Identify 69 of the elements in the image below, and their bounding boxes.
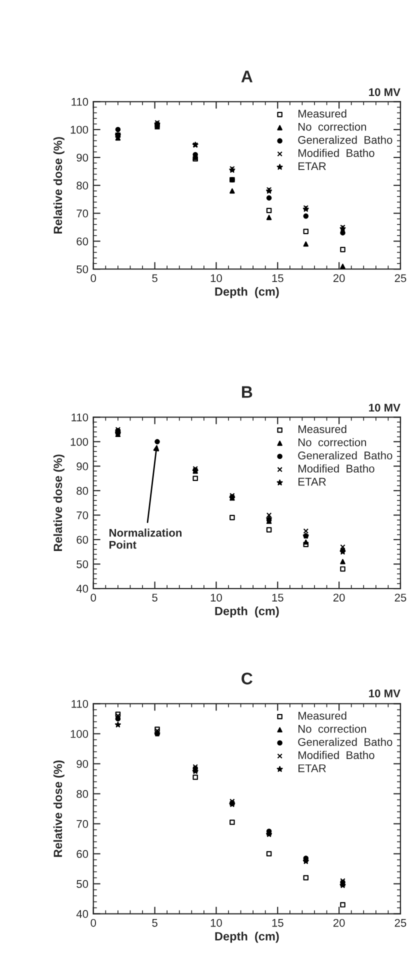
y-axis-title: Relative dose (%): [53, 137, 64, 234]
text: 10 MV: [369, 689, 400, 698]
legend-label: Generalized Batho: [298, 738, 392, 746]
x-axis-title: Depth (cm): [215, 287, 279, 298]
y-axis-title: Relative dose (%): [53, 454, 64, 551]
y-tick-label: 40: [76, 910, 88, 918]
x-tick-label: 0: [90, 594, 96, 602]
y-tick-label: 110: [72, 413, 88, 422]
x-tick-label: 20: [333, 594, 345, 602]
x-tick-label: 0: [90, 918, 96, 927]
x-tick-label: 0: [90, 274, 96, 282]
x-tick-label: 20: [333, 274, 345, 282]
y-tick-label: 90: [76, 154, 88, 162]
x-tick-label: 15: [272, 594, 284, 602]
x-tick-label: 25: [394, 594, 406, 602]
legend-label: No correction: [298, 122, 366, 131]
x-axis-title: Depth (cm): [215, 606, 279, 618]
y-tick-label: 50: [76, 560, 88, 568]
x-tick-label: 10: [210, 918, 222, 927]
y-tick-label: 60: [76, 850, 88, 858]
legend-label: Modified Batho: [298, 464, 374, 473]
chart-title: C: [242, 672, 252, 684]
x-tick-label: 25: [394, 274, 406, 282]
x-tick-label: 25: [394, 918, 406, 927]
y-axis-title: Relative dose (%): [53, 760, 64, 857]
legend-label: Generalized Batho: [298, 136, 392, 144]
y-tick-label: 80: [76, 486, 88, 495]
chart-title: B: [242, 386, 252, 398]
x-tick-label: 5: [152, 274, 158, 282]
x-axis-title: Depth (cm): [215, 932, 279, 943]
x-tick-label: 5: [152, 919, 158, 927]
y-tick-label: 90: [76, 462, 88, 470]
legend-label: No correction: [298, 438, 366, 446]
x-tick-label: 10: [210, 594, 222, 602]
legend-label: ETAR: [298, 162, 326, 170]
y-tick-label: 80: [76, 790, 88, 798]
x-tick-label: 20: [333, 918, 345, 927]
text: 10 MV: [369, 88, 400, 96]
legend-label: Modified Batho: [298, 148, 374, 157]
legend-label: Measured: [298, 712, 346, 720]
x-tick-label: 15: [272, 274, 284, 282]
chart-title: A: [241, 70, 253, 82]
y-tick-label: 110: [72, 700, 88, 708]
text: 10 MV: [369, 404, 400, 412]
y-tick-label: 90: [76, 760, 88, 768]
legend-label: Measured: [298, 424, 346, 434]
x-tick-label: 10: [210, 274, 222, 282]
legend-label: Generalized Batho: [298, 451, 392, 460]
y-tick-label: 70: [76, 511, 88, 520]
y-tick-label: 100: [70, 126, 88, 134]
y-tick-label: 40: [76, 584, 88, 593]
y-tick-label: 50: [76, 265, 88, 274]
y-tick-label: 50: [76, 880, 88, 888]
y-tick-label: 60: [76, 237, 88, 246]
annotation: Normalization Point: [109, 528, 182, 549]
y-tick-label: 110: [72, 98, 88, 106]
legend-label: ETAR: [298, 478, 326, 486]
legend-label: Modified Batho: [298, 750, 374, 760]
x-tick-label: 5: [152, 594, 158, 602]
y-tick-label: 100: [70, 438, 88, 446]
x-tick-label: 15: [272, 919, 284, 927]
legend-label: No correction: [298, 724, 366, 733]
y-tick-label: 60: [76, 536, 88, 544]
y-tick-label: 80: [76, 182, 88, 190]
y-tick-label: 70: [76, 820, 88, 828]
y-tick-label: 70: [76, 210, 88, 218]
y-tick-label: 100: [70, 730, 88, 738]
legend-label: ETAR: [298, 764, 326, 772]
legend-label: Measured: [298, 109, 346, 118]
